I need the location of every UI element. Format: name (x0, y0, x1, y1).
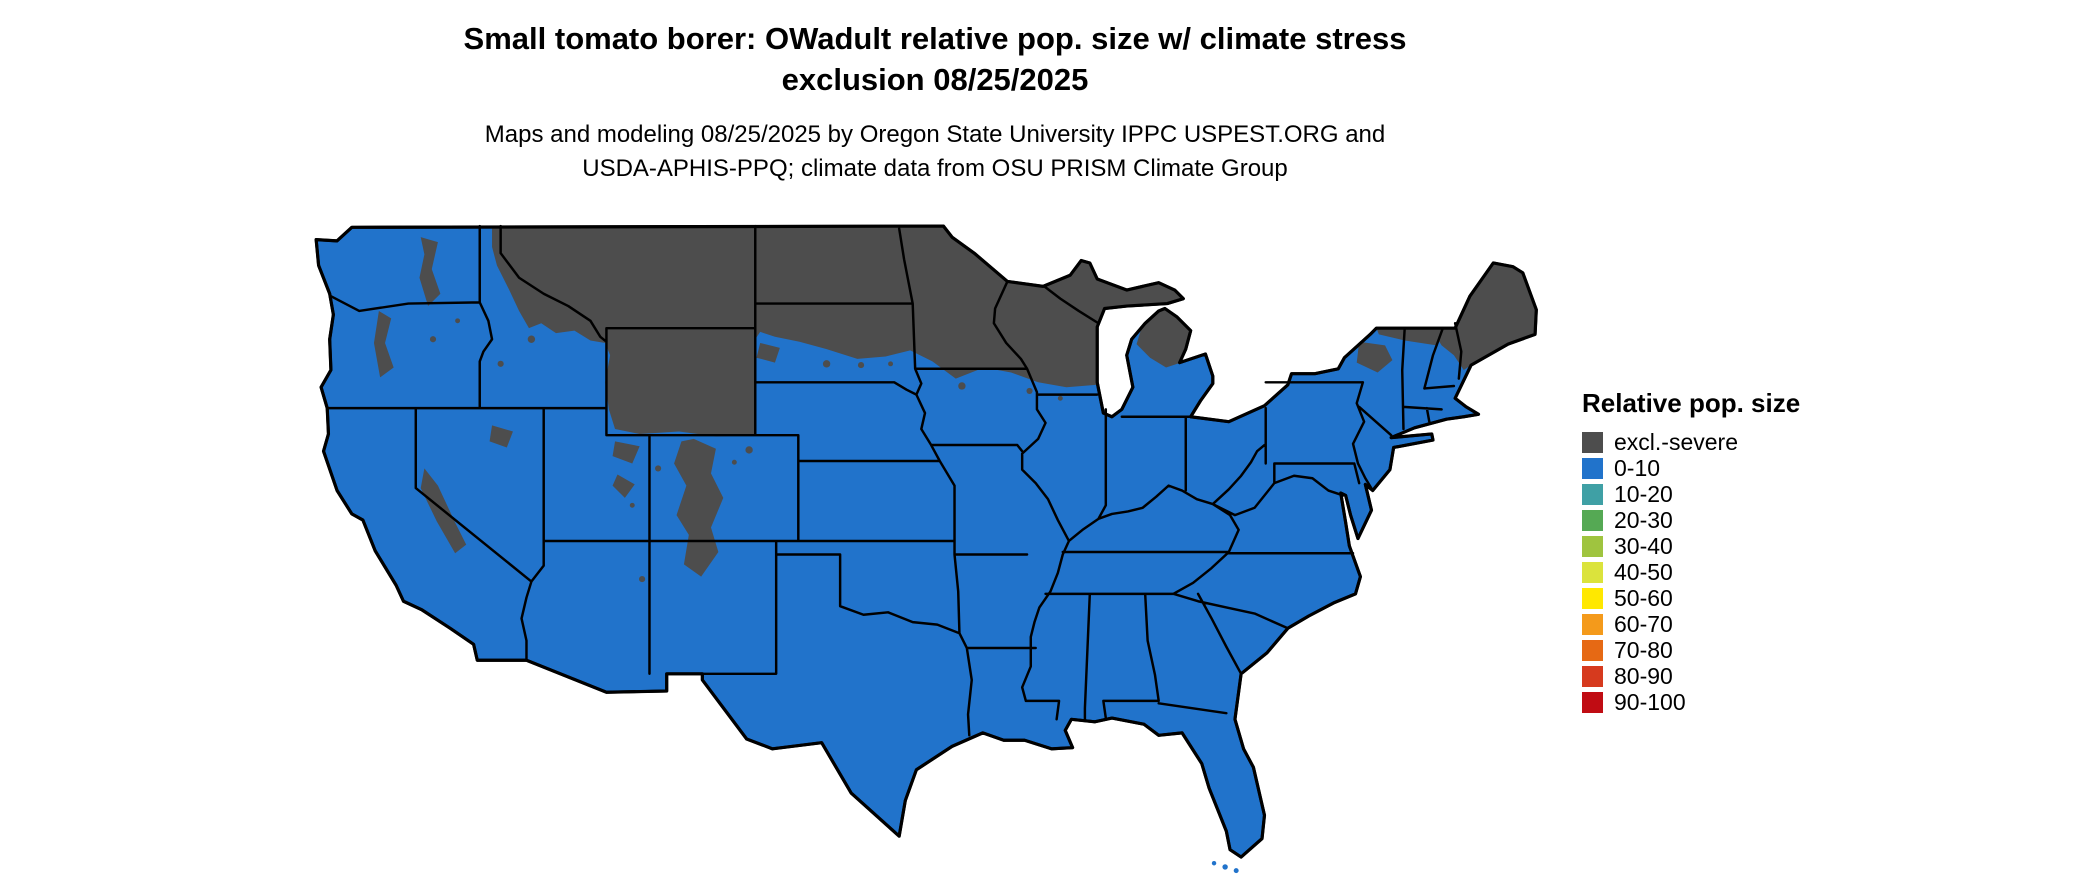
legend-swatch (1582, 483, 1603, 505)
us-outline (314, 224, 1538, 859)
legend-swatch (1582, 587, 1603, 609)
legend-swatch (1582, 509, 1603, 531)
legend-label: 80-90 (1614, 663, 1673, 689)
legend-items: excl.-severe 0-10 10-20 20-30 30-40 40-50 50-6… (1582, 429, 1882, 715)
legend-swatch (1582, 457, 1603, 479)
exclusion-north-block (492, 226, 1184, 437)
exclusion-north-michigan (1136, 308, 1191, 368)
legend-row: 50-60 (1582, 585, 1882, 611)
legend-swatch (1582, 613, 1603, 635)
exclusion-vt-nh-strip (1376, 328, 1443, 346)
legend-label: 60-70 (1614, 611, 1673, 637)
legend: Relative pop. size excl.-severe 0-10 10-20… (1582, 388, 1882, 715)
us-map-svg (314, 224, 1538, 874)
legend-label: 90-100 (1614, 689, 1686, 715)
legend-row: 40-50 (1582, 559, 1882, 585)
legend-label: excl.-severe (1614, 429, 1738, 455)
state-borders-path (325, 224, 1463, 737)
legend-row: excl.-severe (1582, 429, 1882, 455)
map-subtitle-line2: USDA-APHIS-PPQ; climate data from OSU PR… (582, 155, 1288, 182)
map-title: Small tomato borer: OWadult relative pop… (0, 18, 1870, 100)
legend-label: 10-20 (1614, 481, 1673, 507)
legend-row: 80-90 (1582, 663, 1882, 689)
legend-swatch (1582, 665, 1603, 687)
legend-swatch (1582, 691, 1603, 713)
legend-row: 0-10 (1582, 455, 1882, 481)
legend-row: 20-30 (1582, 507, 1882, 533)
legend-swatch (1582, 639, 1603, 661)
map-title-line1: Small tomato borer: OWadult relative pop… (463, 21, 1407, 56)
map-subtitle: Maps and modeling 08/25/2025 by Oregon S… (0, 118, 1870, 186)
legend-swatch (1582, 535, 1603, 557)
map-title-line2: exclusion 08/25/2025 (781, 62, 1089, 97)
legend-label: 30-40 (1614, 533, 1673, 559)
legend-title: Relative pop. size (1582, 388, 1801, 418)
exclusion-nevada-ranges (489, 425, 513, 448)
legend-row: 90-100 (1582, 689, 1882, 715)
legend-row: 30-40 (1582, 533, 1882, 559)
legend-swatch (1582, 561, 1603, 583)
legend-label: 70-80 (1614, 637, 1673, 663)
exclusion-utah-mountains (612, 441, 640, 498)
exclusion-speckles (429, 318, 1063, 583)
legend-label: 20-30 (1614, 507, 1673, 533)
exclusion-oregon-cascades (373, 310, 394, 378)
legend-label: 0-10 (1614, 455, 1661, 481)
florida-keys-dots (1211, 861, 1239, 874)
exclusion-washington-cascades (419, 237, 441, 307)
legend-row: 10-20 (1582, 481, 1882, 507)
us-map (310, 222, 1540, 887)
legend-label: 40-50 (1614, 559, 1673, 585)
legend-row: 70-80 (1582, 637, 1882, 663)
map-subtitle-line1: Maps and modeling 08/25/2025 by Oregon S… (484, 121, 1386, 148)
legend-label: 50-60 (1614, 585, 1673, 611)
legend-swatch (1582, 431, 1603, 453)
legend-row: 60-70 (1582, 611, 1882, 637)
exclusion-adirondacks (1356, 341, 1393, 373)
exclusion-black-hills (756, 342, 780, 363)
